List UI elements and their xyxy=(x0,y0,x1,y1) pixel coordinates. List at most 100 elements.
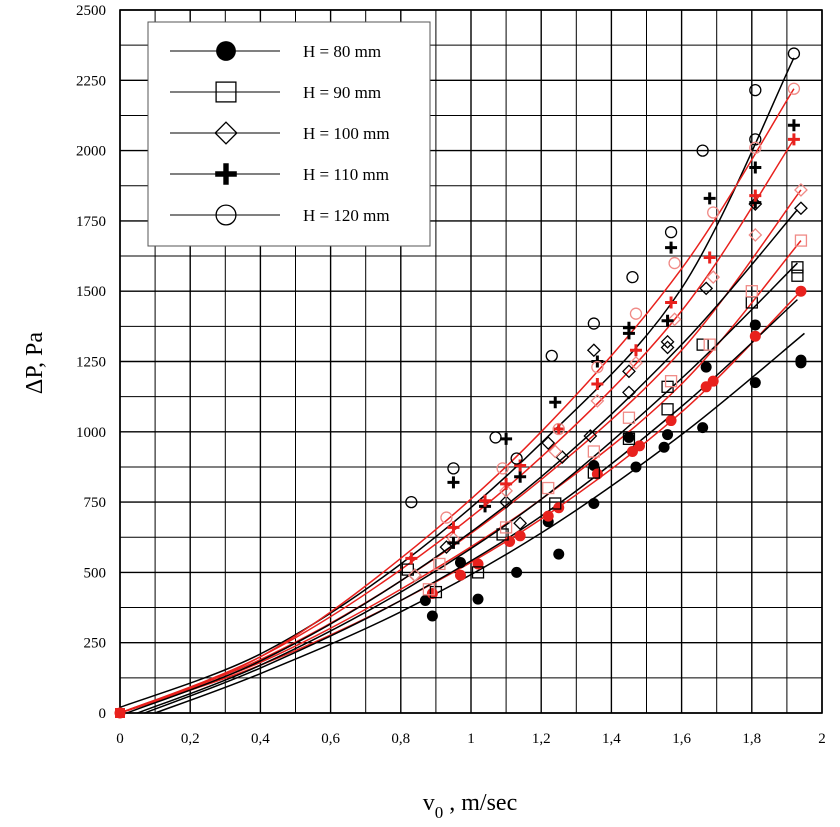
x-tick-label: 0,2 xyxy=(181,731,200,747)
model-point xyxy=(440,511,453,524)
data-point xyxy=(439,540,454,555)
data-point xyxy=(514,470,527,483)
model-point xyxy=(787,82,801,95)
markers xyxy=(114,47,808,719)
y-tick-label: 1500 xyxy=(76,284,106,300)
origin-point xyxy=(115,708,125,718)
y-tick-label: 2250 xyxy=(76,73,106,89)
model-point xyxy=(454,569,466,581)
data-point xyxy=(658,441,670,453)
data-point xyxy=(749,161,762,174)
data-point xyxy=(664,225,678,239)
data-point xyxy=(587,466,600,479)
model-point xyxy=(496,462,509,475)
data-point xyxy=(511,566,523,578)
legend: H = 80 mm H = 90 mm H = 100 mm H = 110 mm H … xyxy=(147,21,431,247)
data-point xyxy=(630,461,642,473)
data-point xyxy=(660,340,675,355)
model-point xyxy=(422,583,436,596)
legend-marker xyxy=(215,163,237,185)
data-point xyxy=(545,349,558,363)
data-point xyxy=(496,528,509,541)
model-point xyxy=(629,355,643,370)
legend-marker xyxy=(216,41,236,61)
data-point xyxy=(622,432,636,445)
data-point xyxy=(662,429,674,441)
data-point xyxy=(622,385,636,400)
model-point xyxy=(629,344,642,357)
model-point xyxy=(552,422,565,436)
model-point xyxy=(591,377,604,390)
legend-box xyxy=(147,21,431,247)
model-point xyxy=(667,312,682,327)
model-point xyxy=(703,338,716,351)
data-point xyxy=(703,192,716,205)
curves xyxy=(119,57,805,714)
data-point xyxy=(696,338,709,351)
y-tick-label: 250 xyxy=(84,636,107,652)
data-point xyxy=(471,566,485,579)
y-tick-label: 2000 xyxy=(76,144,106,160)
x-tick-label: 0 xyxy=(116,731,124,747)
model-point xyxy=(794,234,808,247)
data-point xyxy=(401,563,414,576)
data-point xyxy=(749,377,761,389)
y-tick-label: 1250 xyxy=(76,355,106,371)
model-point xyxy=(542,481,555,495)
legend-label: H = 110 mm xyxy=(303,165,389,184)
model-point xyxy=(447,521,460,534)
data-point xyxy=(696,144,709,157)
data-point xyxy=(794,201,808,216)
experimental-trend-line xyxy=(119,57,795,709)
y-tick-label: 0 xyxy=(99,706,107,722)
legend-label: H = 90 mm xyxy=(303,83,381,102)
data-point xyxy=(660,334,675,349)
model-point xyxy=(542,510,554,522)
model-point xyxy=(665,296,678,309)
model-point xyxy=(426,587,438,599)
data-point xyxy=(426,610,438,622)
data-point xyxy=(553,548,565,560)
data-point xyxy=(661,314,674,327)
data-point xyxy=(700,361,712,373)
data-point xyxy=(588,460,600,472)
data-point xyxy=(791,261,804,274)
data-point xyxy=(583,429,598,443)
model-point xyxy=(548,444,563,459)
x-tick-label: 1,4 xyxy=(602,731,621,747)
data-point xyxy=(665,241,678,254)
data-point xyxy=(447,536,460,549)
data-point xyxy=(626,270,639,284)
data-point xyxy=(699,281,714,296)
y-tick-label: 1750 xyxy=(76,214,106,230)
model-point xyxy=(472,558,484,570)
data-point xyxy=(499,495,514,510)
axes: 0 0,2 0,4 0,6 0,8 1 1,2 1,4 1,6 1,8 2 0 250 500 750 100… xyxy=(76,3,826,747)
model-point xyxy=(629,307,643,320)
legend-marker xyxy=(214,121,238,145)
model-point xyxy=(749,141,762,154)
model-point xyxy=(664,375,678,388)
model-point xyxy=(553,502,565,514)
model-trend-line xyxy=(119,88,795,714)
x-axis-title: v0 , m/sec xyxy=(423,790,517,822)
y-tick-label: 2500 xyxy=(76,3,106,19)
legend-marker xyxy=(215,204,237,226)
data-point xyxy=(749,133,762,146)
model-point xyxy=(499,483,514,498)
model-point xyxy=(707,206,720,219)
model-point xyxy=(633,440,645,452)
model-point xyxy=(622,411,636,424)
x-tick-label: 1,6 xyxy=(672,731,691,747)
data-point xyxy=(787,47,801,60)
data-point xyxy=(787,119,800,132)
model-point xyxy=(407,568,422,583)
data-point xyxy=(749,319,761,331)
y-axis-title: ΔP, Pa xyxy=(22,332,48,394)
data-point xyxy=(513,516,528,531)
data-point xyxy=(419,595,431,607)
x-tick-label: 0,4 xyxy=(251,731,270,747)
y-tick-label: 500 xyxy=(84,565,107,581)
data-point xyxy=(795,354,807,366)
model-point xyxy=(665,415,677,427)
